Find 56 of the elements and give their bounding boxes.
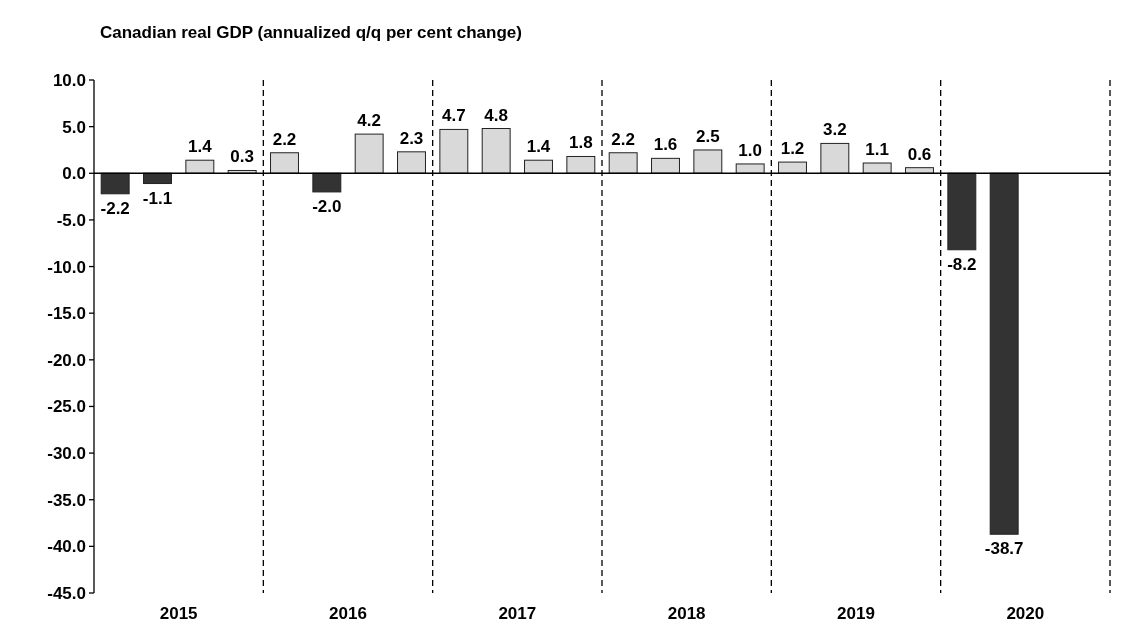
data-label: 2.2 bbox=[272, 129, 297, 149]
data-label: 4.8 bbox=[484, 105, 508, 125]
data-label: -2.2 bbox=[100, 198, 130, 218]
data-label: 2.3 bbox=[399, 128, 424, 148]
data-label: -8.2 bbox=[947, 254, 977, 274]
y-tick-label: -40.0 bbox=[47, 537, 86, 557]
bar bbox=[270, 152, 299, 174]
data-label: 1.1 bbox=[865, 140, 889, 160]
chart-title: Canadian real GDP (annualized q/q per cent change) bbox=[100, 23, 522, 42]
bar bbox=[989, 172, 1019, 535]
y-tick-label: -30.0 bbox=[47, 444, 86, 464]
bar bbox=[354, 133, 384, 174]
bar bbox=[905, 167, 934, 174]
x-tick-label: 2015 bbox=[159, 604, 198, 623]
bar bbox=[778, 161, 807, 174]
bar bbox=[185, 159, 215, 174]
data-label: 3.2 bbox=[823, 120, 847, 140]
x-tick-label: 2018 bbox=[667, 604, 706, 623]
data-label: 1.4 bbox=[526, 137, 551, 157]
bar bbox=[566, 155, 596, 174]
bar bbox=[524, 159, 553, 174]
bar bbox=[735, 163, 765, 174]
data-label: -38.7 bbox=[984, 539, 1024, 559]
y-tick-label: -20.0 bbox=[47, 350, 86, 370]
bar bbox=[397, 151, 426, 174]
y-tick-label: 10.0 bbox=[52, 71, 86, 90]
data-label: -1.1 bbox=[142, 188, 173, 208]
bar bbox=[862, 162, 892, 174]
x-tick-label: 2016 bbox=[329, 604, 367, 623]
data-label: 1.2 bbox=[780, 139, 805, 159]
bar bbox=[608, 152, 638, 174]
y-tick-label: -5.0 bbox=[56, 210, 86, 230]
bar bbox=[439, 128, 469, 174]
x-tick-label: 2017 bbox=[498, 604, 537, 623]
data-label: 1.4 bbox=[188, 137, 213, 157]
data-label: 4.2 bbox=[357, 111, 381, 131]
y-tick-label: -35.0 bbox=[47, 490, 86, 510]
data-label: 2.2 bbox=[611, 129, 635, 149]
data-label: -2.0 bbox=[312, 196, 342, 216]
data-label: 0.6 bbox=[907, 144, 932, 164]
y-tick-label: 0.0 bbox=[62, 164, 86, 184]
bar bbox=[693, 149, 723, 174]
data-label: 4.7 bbox=[442, 106, 466, 126]
x-tick-label: 2020 bbox=[1006, 604, 1045, 623]
data-label: 1.6 bbox=[653, 135, 678, 155]
y-tick-label: -15.0 bbox=[47, 304, 86, 324]
bar bbox=[312, 172, 342, 193]
y-tick-label: -45.0 bbox=[47, 584, 86, 603]
y-tick-label: -10.0 bbox=[47, 257, 86, 277]
data-label: 0.3 bbox=[230, 147, 254, 167]
x-tick-label: 2019 bbox=[837, 604, 875, 623]
data-label: 1.0 bbox=[738, 140, 762, 160]
y-tick-label: -25.0 bbox=[47, 397, 86, 417]
data-label: 1.8 bbox=[569, 133, 593, 153]
y-tick-label: 5.0 bbox=[62, 117, 86, 137]
data-label: 2.5 bbox=[696, 126, 720, 146]
